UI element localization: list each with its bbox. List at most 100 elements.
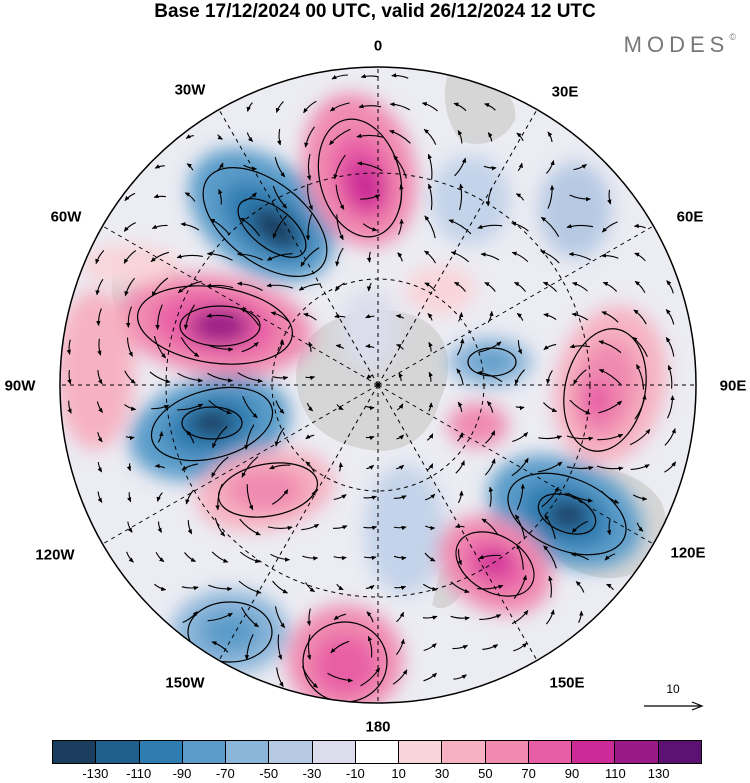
wind-arrow-icon [453,674,467,680]
wind-arrow-icon [396,344,404,350]
wind-arrow-icon [514,369,525,385]
colorbar-tick-label: -50 [259,766,279,781]
wind-arrow-icon [126,337,133,357]
wind-arrow-icon [486,400,494,413]
colorbar-tick-label: -70 [215,766,235,781]
wind-arrow-icon [357,161,383,172]
wind-arrow-icon [329,102,350,112]
wind-arrow-icon [575,581,585,593]
wind-arrow-icon [216,162,224,172]
wind-arrow-icon [333,494,347,500]
pos-anomaly-west-edge [60,290,135,450]
wind-arrow-icon [516,312,524,321]
wind-arrow-icon [573,369,587,385]
wind-arrow-icon [511,251,529,262]
colorbar-segment [53,741,97,763]
wind-arrow-icon [544,514,556,540]
wind-arrow-icon [545,609,555,625]
wind-arrow-icon [266,283,294,289]
wind-arrow-icon [154,463,165,469]
wind-arrow-icon [457,490,464,504]
wind-arrow-icon [392,669,408,685]
wind-arrow-icon [424,282,436,292]
wind-arrow-icon [332,525,348,530]
wind-arrow-icon [272,580,288,594]
wind-arrow-icon [542,402,558,413]
wind-arrow-icon [394,585,407,590]
wind-arrow-icon [97,370,103,385]
wind-arrow-icon [366,251,372,263]
wind-arrow-icon [484,282,496,292]
colorbar-tick-label: 10 [391,766,406,781]
wind-arrow-icon [306,153,312,181]
wind-arrow-icon [181,585,199,591]
lon-label-30w: 30W [174,81,206,99]
wind-arrow-icon [241,456,259,478]
wind-arrow-icon [396,464,405,470]
wind-arrow-icon [184,552,196,562]
wind-arrow-icon [269,464,291,470]
wind-arrow-icon [274,427,285,447]
colorbar-segment [182,741,227,763]
wind-arrow-icon [206,283,234,289]
wind-arrow-icon [97,432,103,443]
wind-arrow-icon [154,164,165,169]
wind-arrow-icon [177,403,204,411]
reference-vector-label: 10 [666,682,680,696]
wind-arrow-icon [598,400,623,414]
wind-arrow-icon [541,486,559,508]
brand-logo: MODES© [624,32,736,58]
wind-arrow-icon [266,253,293,261]
wind-arrow-icon [127,521,133,533]
wind-arrow-icon [270,311,290,323]
neg-anomaly-south-atlantic-center [250,206,300,250]
wind-arrow-icon [606,519,612,536]
wind-arrow-icon [96,308,102,327]
wind-arrow-icon [358,103,382,109]
wind-arrow-icon [241,606,259,628]
wind-arrow-icon [454,157,467,177]
wind-arrow-icon [477,584,504,590]
colorbar [52,740,702,764]
wind-arrow-icon [427,313,433,321]
lon-label-120w: 120W [35,546,75,564]
wind-arrow-icon [363,525,378,531]
wind-arrow-icon [336,404,344,411]
wind-arrow-icon [667,364,673,389]
field-layer [60,67,696,703]
wind-arrow-icon [156,492,163,502]
wind-arrow-icon [246,132,254,142]
wind-arrow-icon [177,372,204,383]
wind-arrow-icon [360,194,381,200]
wind-arrow-icon [578,610,584,623]
wind-arrow-icon [267,525,293,531]
colorbar-segment [96,741,140,763]
wind-arrow-icon [426,433,434,441]
wind-arrow-icon [126,492,132,503]
colorbar-segment [312,741,356,763]
brand-mark: © [729,32,736,42]
wind-arrow-icon [477,370,503,383]
wind-arrow-icon [540,216,560,237]
wind-arrow-icon [125,306,133,328]
wind-arrow-icon [97,491,103,503]
wind-arrow-icon [632,336,648,358]
wind-arrow-icon [517,340,523,355]
wind-arrow-icon [272,375,289,381]
wind-arrow-icon [428,183,433,210]
wind-arrow-icon [607,189,612,205]
wind-arrow-icon [452,644,468,650]
wind-arrow-icon [211,551,229,563]
pos-anomaly-indian-east-center [584,380,612,420]
wind-arrow-icon [485,187,493,207]
colorbar-segment [572,741,616,763]
wind-arrow-icon [272,215,287,239]
wind-arrow-icon [126,463,131,472]
wind-arrow-icon [363,495,377,500]
wind-arrow-icon [246,484,254,511]
colorbar-tick-label: -110 [126,766,152,781]
wind-arrow-icon [634,252,646,262]
wind-arrow-icon [457,432,464,442]
wind-arrow-icon [664,428,676,446]
wind-arrow-icon [597,433,624,441]
